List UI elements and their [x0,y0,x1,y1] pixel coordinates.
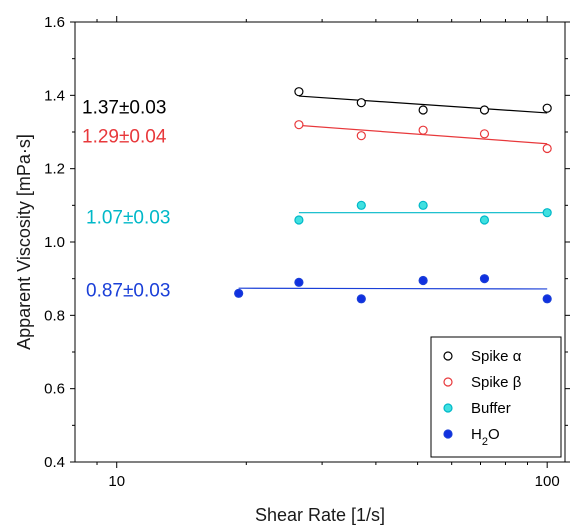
data-point [294,215,304,225]
data-point [418,200,428,210]
legend-box [430,336,562,458]
mean-annotation: 1.29±0.04 [82,127,167,148]
data-point [418,275,428,286]
y-tick-label: 0.8 [44,307,65,324]
y-tick-label: 1.4 [44,87,65,104]
data-point [418,105,428,115]
data-point [294,277,304,287]
x-axis-title: Shear Rate [1/s] [255,505,385,525]
data-point [356,98,366,108]
data-point [479,215,490,225]
legend-label: H2O [471,426,500,448]
legend-marker [443,377,453,387]
x-tick-label: 100 [535,473,560,490]
mean-annotation: 0.87±0.03 [86,281,170,302]
fit-line [238,287,548,290]
legend-label: Buffer [471,400,511,417]
legend-label: Spike α [471,348,522,365]
mean-annotation: 1.07±0.03 [86,207,170,228]
y-tick-label: 0.4 [44,454,65,471]
data-point [234,288,244,298]
y-tick-label: 1.2 [44,161,65,178]
data-point [294,87,304,97]
data-point [418,125,428,135]
data-point [356,131,366,141]
data-point [294,120,304,130]
legend-label: Spike β [471,374,522,391]
data-point [479,129,490,139]
data-point [542,294,552,304]
legend-marker [443,429,453,439]
data-point [356,200,366,210]
data-point [542,143,552,154]
data-point [542,208,552,218]
y-tick-label: 0.6 [44,381,65,398]
data-point [479,274,490,284]
data-point [542,103,552,113]
legend-marker [443,403,453,413]
fit-line [298,95,548,114]
mean-annotation: 1.37±0.03 [82,97,166,118]
x-tick-label: 10 [108,473,125,490]
data-point [356,294,366,304]
data-point [479,105,490,115]
y-tick-label: 1.0 [44,234,65,251]
y-tick-label: 1.6 [44,14,65,31]
legend-marker [443,351,453,361]
y-axis-title: Apparent Viscosity [mPa·s] [14,134,34,350]
